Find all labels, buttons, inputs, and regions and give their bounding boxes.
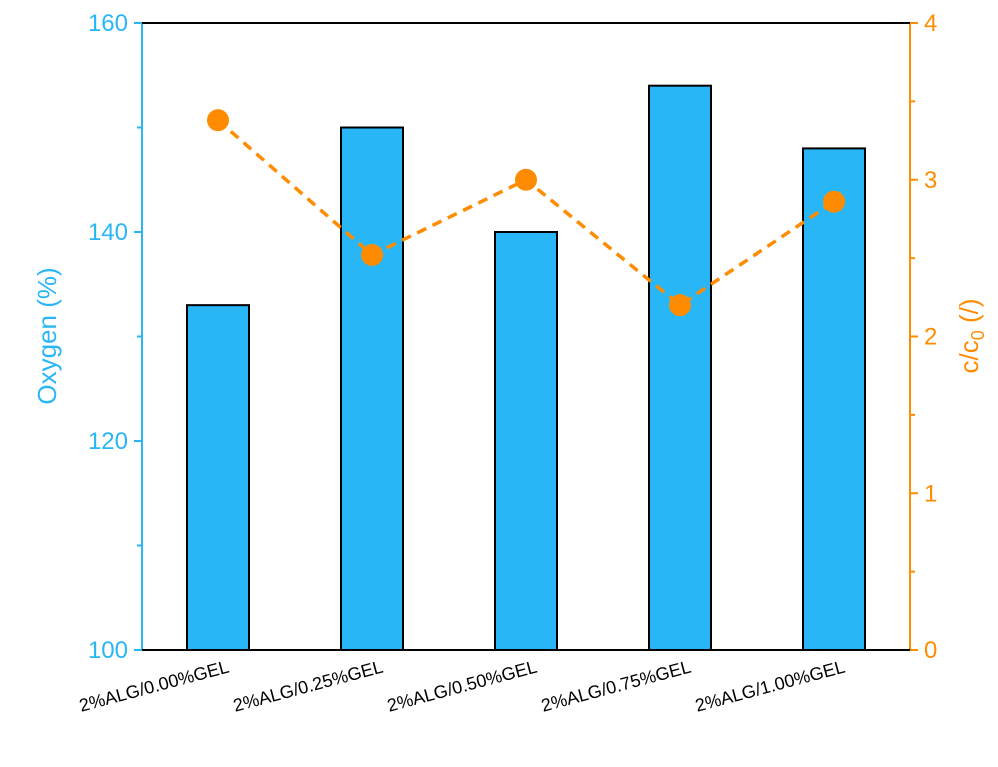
x-tick-label-4: 2%ALG/0.75%GEL [539,657,693,716]
x-tick-label-1: 2%ALG/0.00%GEL [77,657,231,716]
bars-group [186,84,866,651]
axes-group: 100 120 140 160 0 1 2 3 4 [88,10,937,664]
y-axis-label-right: c/c0 (/) [954,298,988,373]
x-tick-label-2: 2%ALG/0.25%GEL [231,657,385,716]
x-tick-labels: 2%ALG/0.00%GEL 2%ALG/0.25%GEL 2%ALG/0.50%G… [77,657,847,716]
bar-1 [186,304,250,651]
y-tick-label-right: 2 [924,324,937,351]
line-point-3 [515,168,537,191]
y-axis-label-right-main: c/c [954,340,984,373]
line-point-2 [361,243,383,266]
y-tick-label-left: 120 [88,428,128,455]
line-series-group [207,109,845,317]
y-axis-label-left: Oxygen (%) [32,267,62,404]
y-tick-label-left: 140 [88,219,128,246]
y-tick-label-right: 1 [924,480,937,507]
bar-5 [802,147,866,651]
bar-3 [494,231,558,651]
y-axis-label-right-sub: 0 [968,330,988,340]
y-axis-label-right-unit: (/) [954,298,984,330]
y-tick-label-right: 0 [924,637,937,664]
y-tick-label-left: 160 [88,10,128,37]
y-tick-label-left: 100 [88,637,128,664]
line-point-5 [823,190,845,213]
x-tick-label-3: 2%ALG/0.50%GEL [385,657,539,716]
x-tick-label-5: 2%ALG/1.00%GEL [693,657,847,716]
line-point-1 [207,109,229,132]
y-tick-label-right: 4 [924,10,937,37]
line-point-4 [669,294,691,317]
bar-2 [340,126,404,651]
y-tick-label-right: 3 [924,167,937,194]
bar-4 [648,84,712,651]
